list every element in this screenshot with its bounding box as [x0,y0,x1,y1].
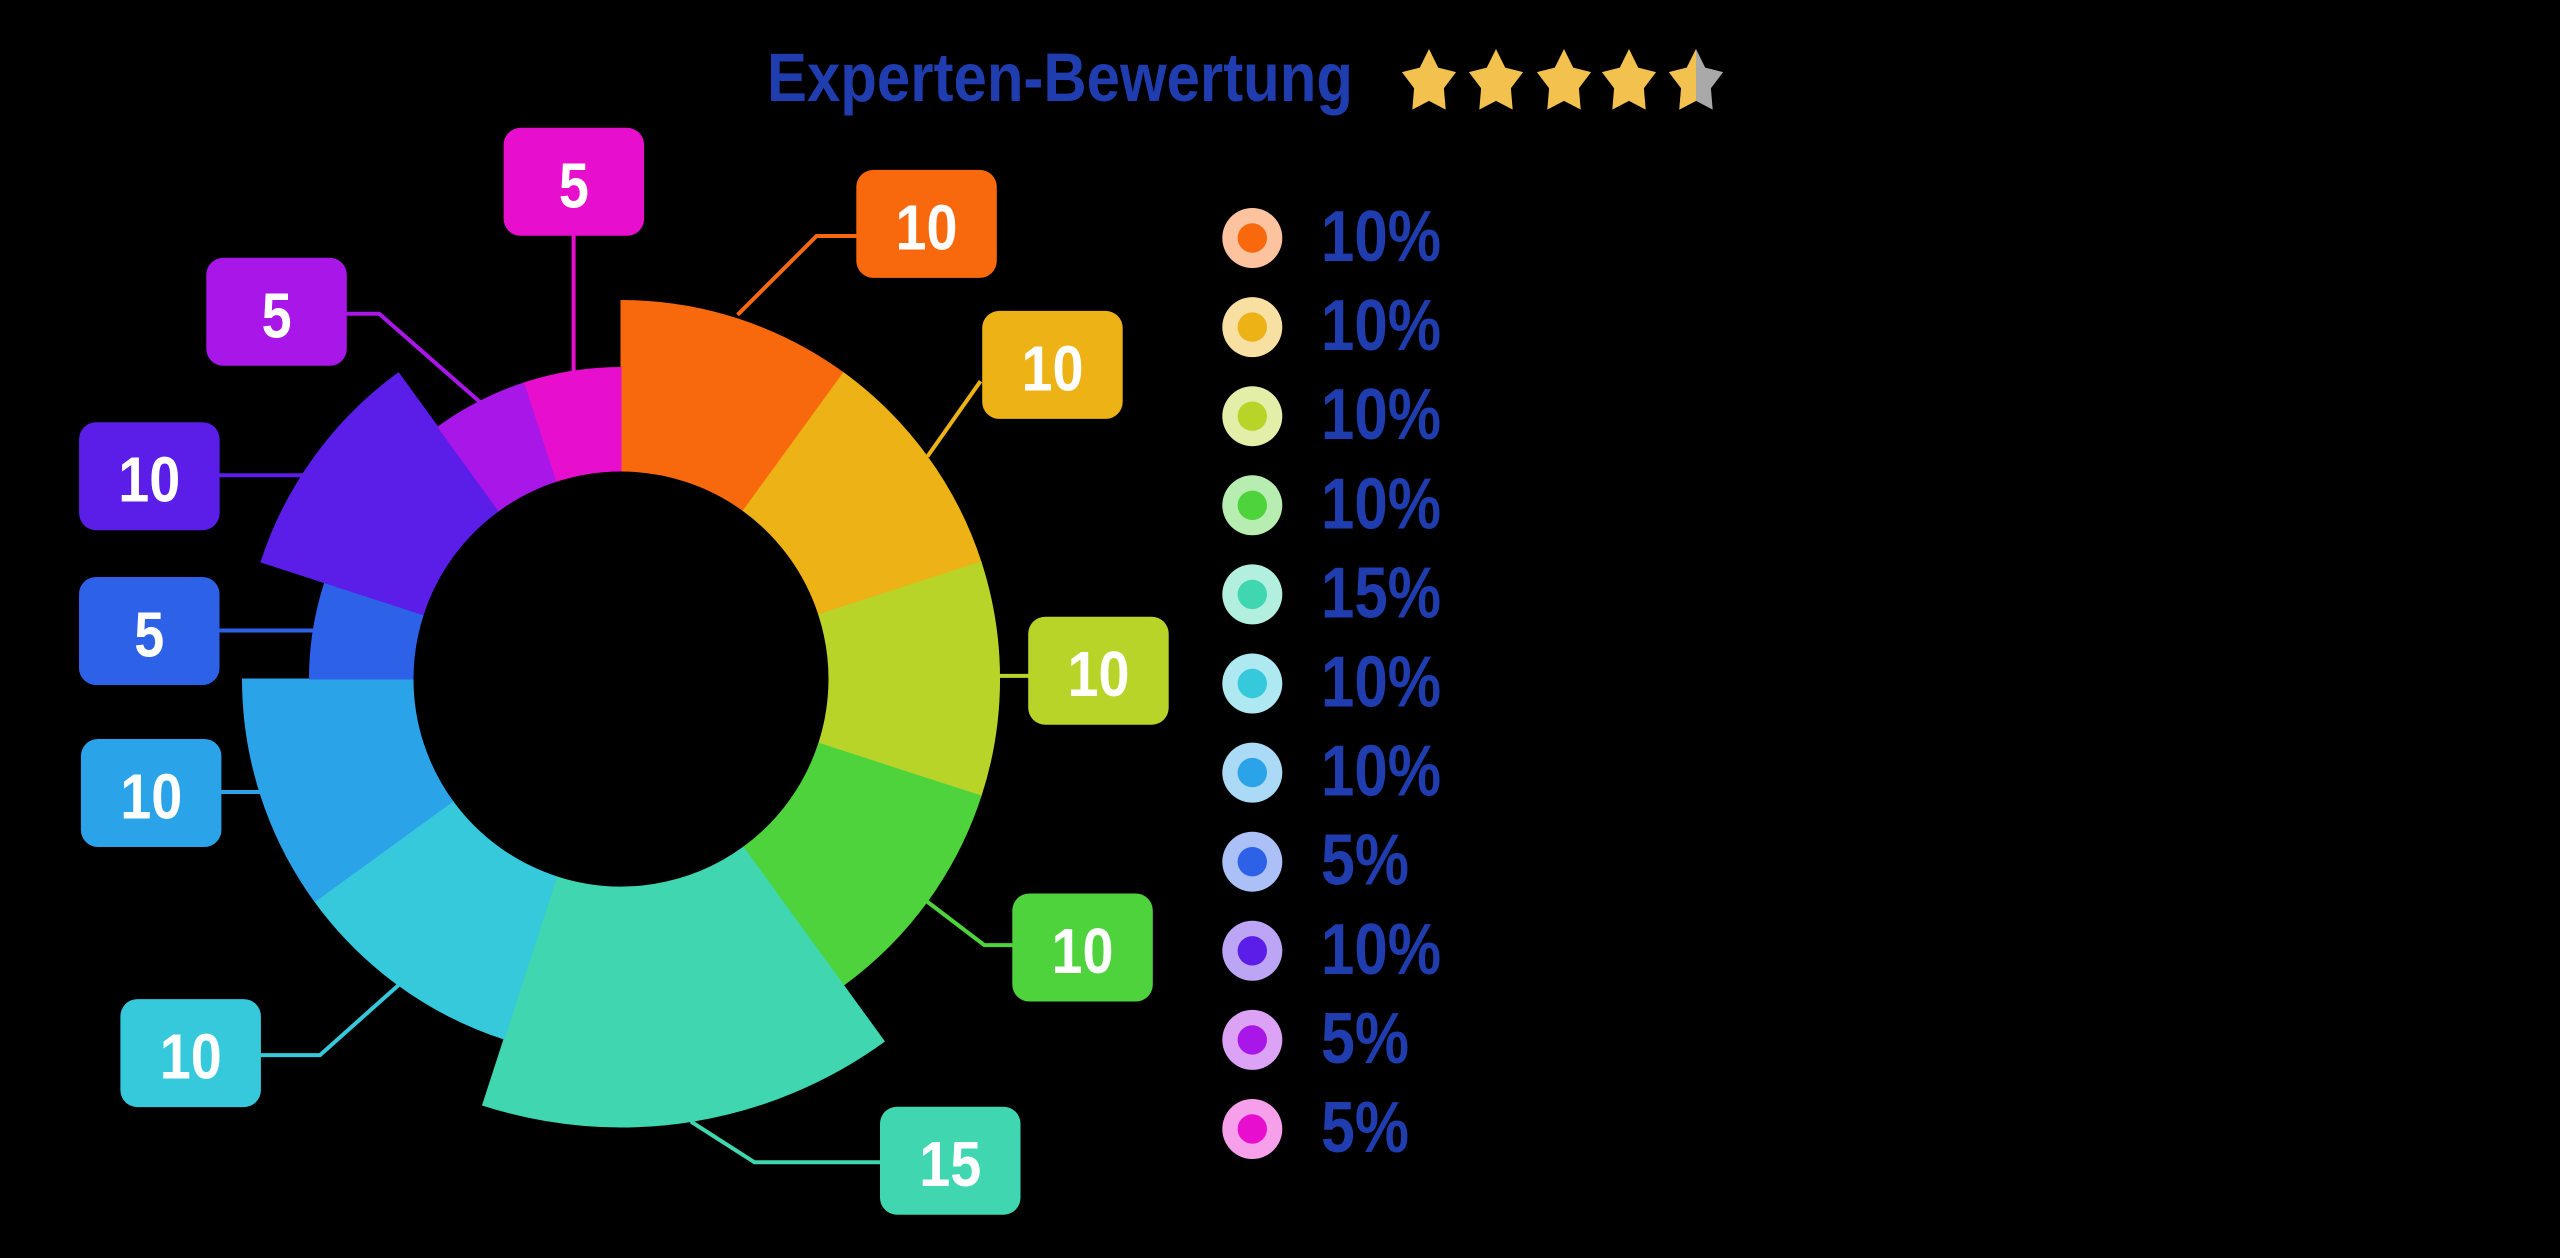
svg-text:Experten-Bewertung: Experten-Bewertung [767,39,1353,116]
svg-text:15%: 15% [1321,553,1441,633]
svg-text:10%: 10% [1321,643,1441,723]
svg-text:15: 15 [919,1128,981,1200]
svg-text:5%: 5% [1321,999,1409,1079]
svg-text:10%: 10% [1321,375,1441,455]
svg-text:10: 10 [120,761,182,833]
svg-text:10: 10 [1052,915,1114,987]
svg-text:10%: 10% [1321,197,1441,277]
svg-text:10: 10 [118,444,180,516]
svg-text:5: 5 [134,599,164,671]
svg-text:10%: 10% [1321,910,1441,990]
svg-text:10: 10 [1068,638,1130,710]
svg-text:5%: 5% [1321,1088,1409,1168]
svg-text:10: 10 [1022,332,1084,404]
svg-text:10: 10 [160,1021,222,1093]
svg-text:10: 10 [896,191,958,263]
svg-text:10%: 10% [1321,464,1441,544]
svg-text:5%: 5% [1321,821,1409,901]
svg-text:5: 5 [262,279,292,351]
svg-text:5: 5 [559,149,589,221]
svg-text:10%: 10% [1321,732,1441,812]
svg-text:10%: 10% [1321,286,1441,366]
